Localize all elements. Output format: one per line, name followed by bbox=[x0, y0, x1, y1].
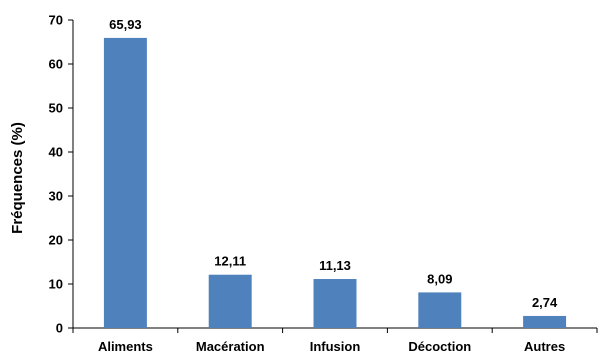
data-label: 11,13 bbox=[319, 258, 351, 273]
y-tick-label: 30 bbox=[49, 189, 63, 204]
category-label: Décoction bbox=[408, 339, 471, 354]
data-labels: 65,93 12,11 11,13 8,09 2,74 bbox=[109, 17, 558, 310]
y-tick-label: 20 bbox=[49, 233, 63, 248]
bar bbox=[523, 315, 567, 328]
x-axis-categories: Aliments Macération Infusion Décoction Autre… bbox=[98, 339, 565, 354]
y-tick-label: 50 bbox=[49, 101, 63, 116]
y-tick-label: 70 bbox=[49, 13, 63, 28]
y-axis-title: Fréquences (%) bbox=[9, 122, 26, 234]
bar bbox=[103, 37, 147, 329]
category-label: Autres bbox=[524, 339, 565, 354]
y-tick-label: 0 bbox=[56, 321, 63, 336]
bars bbox=[103, 37, 567, 329]
data-label: 12,11 bbox=[214, 254, 246, 269]
y-tick-label: 40 bbox=[49, 145, 63, 160]
category-label: Infusion bbox=[310, 339, 361, 354]
data-label: 2,74 bbox=[532, 295, 558, 310]
bar bbox=[418, 292, 462, 328]
y-tick-label: 60 bbox=[49, 57, 63, 72]
y-axis-ticks: 0 10 20 30 40 50 60 70 bbox=[49, 13, 73, 336]
data-label: 8,09 bbox=[427, 271, 452, 286]
category-label: Aliments bbox=[98, 339, 153, 354]
bar bbox=[208, 274, 252, 328]
bar bbox=[313, 279, 357, 328]
data-label: 65,93 bbox=[109, 17, 142, 32]
category-label: Macération bbox=[196, 339, 265, 354]
y-tick-label: 10 bbox=[49, 277, 63, 292]
